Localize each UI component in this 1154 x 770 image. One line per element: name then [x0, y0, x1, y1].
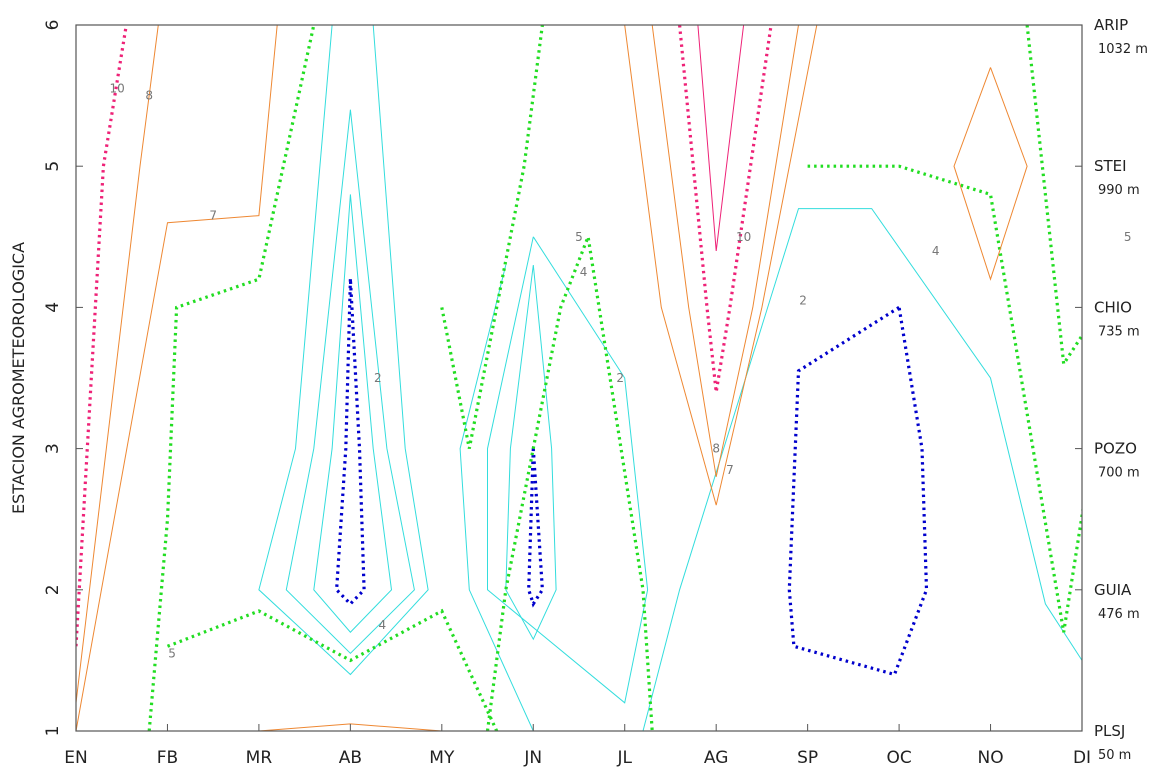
x-tick-label: JL — [616, 748, 632, 768]
contour-value-label: 7 — [209, 209, 217, 223]
contour-line-12 — [697, 25, 745, 251]
contour-line-5 — [485, 230, 654, 731]
contour-layer — [76, 25, 1082, 731]
contour-value-label: 2 — [616, 371, 624, 385]
contour-line-3 — [487, 236, 649, 704]
contour-line-5 — [1025, 25, 1082, 369]
contour-value-label: 5 — [575, 230, 583, 244]
contour-line-1 — [527, 448, 545, 608]
station-name-label: CHIO — [1094, 298, 1132, 316]
x-tick-label: MR — [246, 748, 273, 768]
contour-line-3 — [285, 109, 415, 655]
contour-line-8 — [76, 25, 159, 703]
station-name-label: POZO — [1094, 440, 1137, 458]
contour-line-1 — [787, 306, 929, 677]
x-tick-label: AG — [704, 748, 729, 768]
contour-value-label: 10 — [736, 230, 751, 244]
contour-line-5 — [147, 25, 316, 731]
station-name-label: PLSJ — [1094, 722, 1125, 740]
x-tick-label: NO — [977, 748, 1003, 768]
x-tick-label: SP — [797, 748, 818, 768]
contour-value-label: 4 — [379, 618, 387, 632]
x-tick-label: EN — [64, 748, 87, 768]
station-elevation-label: 1032 m — [1098, 42, 1148, 57]
contour-line-4 — [642, 208, 1082, 731]
contour-line-8 — [651, 25, 799, 477]
station-elevation-label: 50 m — [1098, 748, 1131, 763]
y-axis-title: ESTACION AGROMETEOROLOGICA — [9, 242, 28, 514]
y-tick-label: 5 — [43, 161, 63, 172]
y-tick-label: 2 — [43, 584, 63, 595]
y-tick-label: 4 — [43, 302, 63, 313]
x-tick-label: DI — [1073, 748, 1091, 768]
y-tick-label: 3 — [43, 443, 63, 454]
x-tick-label: JN — [523, 748, 542, 768]
y-tick-label: 1 — [43, 726, 63, 737]
contour-line-10 — [76, 25, 128, 647]
contour-value-label: 2 — [799, 293, 807, 307]
contour-line-10 — [678, 25, 773, 393]
station-name-label: ARIP — [1094, 16, 1128, 34]
contour-line-5 — [166, 608, 499, 731]
contour-value-label: 8 — [145, 89, 153, 103]
axes-layer: EN FB MR AB MY JN JL AG SP OC NO DI 1 2 3 4 5 6 ARIP 1032 m… — [43, 16, 1148, 768]
y-tick-label: 6 — [43, 20, 63, 31]
station-name-label: STEI — [1094, 157, 1127, 175]
contour-line-4 — [459, 264, 534, 731]
station-elevation-label: 700 m — [1098, 466, 1140, 481]
contour-value-label: 4 — [580, 265, 588, 279]
contour-line-2 — [505, 264, 557, 641]
contour-value-label: 2 — [374, 371, 382, 385]
contour-line-1 — [334, 279, 366, 607]
contour-value-label: 10 — [110, 82, 125, 96]
contour-line-7 — [76, 25, 278, 731]
station-elevation-label: 735 m — [1098, 324, 1140, 339]
x-tick-label: AB — [339, 748, 362, 768]
contour-line-2 — [313, 194, 393, 633]
contour-line-7 — [953, 67, 1028, 281]
station-name-label: GUIA — [1094, 581, 1132, 599]
x-tick-label: OC — [886, 748, 911, 768]
station-elevation-label: 476 m — [1098, 607, 1140, 622]
contour-value-label: 4 — [932, 244, 940, 258]
contour-value-label: 5 — [1124, 230, 1132, 244]
contour-line-7 — [624, 25, 818, 506]
x-tick-label: MY — [429, 748, 455, 768]
contour-line-5 — [440, 25, 544, 449]
contour-value-label: 5 — [168, 646, 176, 660]
station-elevation-label: 990 m — [1098, 183, 1140, 198]
contour-value-label: 7 — [726, 463, 734, 477]
contour-line-7 — [258, 723, 442, 731]
contour-line-4 — [258, 25, 429, 676]
contour-value-label: 8 — [712, 442, 720, 456]
plot-frame — [75, 24, 1083, 732]
x-tick-label: FB — [157, 748, 178, 768]
